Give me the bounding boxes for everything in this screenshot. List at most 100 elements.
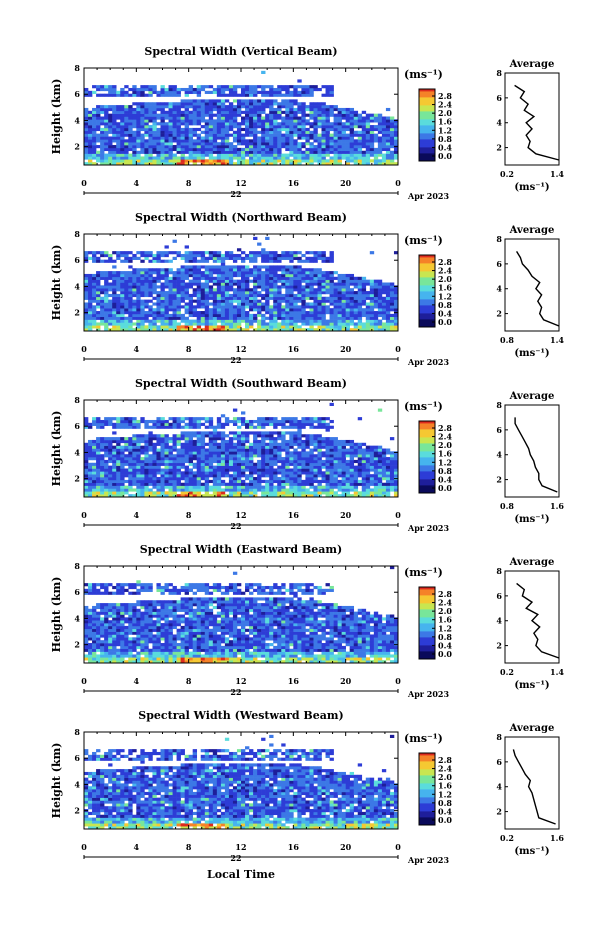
heatmap-cell xyxy=(132,477,137,481)
heatmap-cell xyxy=(208,468,214,472)
heatmap-cell xyxy=(124,488,129,492)
heatmap-cell xyxy=(160,282,165,286)
heatmap-cell xyxy=(208,328,214,332)
heatmap-cell xyxy=(305,113,310,117)
heatmap-cell xyxy=(188,105,193,109)
heatmap-cell xyxy=(208,494,214,498)
heatmap-cell xyxy=(104,136,109,140)
heatmap-cell xyxy=(273,462,278,466)
heatmap-cell xyxy=(369,459,375,464)
heatmap-cell xyxy=(393,316,399,320)
heatmap-cell xyxy=(301,122,306,126)
heatmap-cell xyxy=(200,485,206,489)
heatmap-cell xyxy=(208,147,214,152)
heatmap-cell xyxy=(100,162,105,166)
heatmap-cell xyxy=(196,93,202,97)
heatmap-cell xyxy=(393,133,399,137)
heatmap-cell xyxy=(212,325,218,329)
heatmap-cell xyxy=(224,488,230,492)
heatmap-cell xyxy=(321,276,326,280)
heatmap-cell xyxy=(156,451,161,455)
heatmap-cell xyxy=(228,316,234,320)
heatmap-cell xyxy=(297,299,302,303)
heatmap-cell xyxy=(128,319,133,323)
heatmap-cell xyxy=(373,299,379,303)
heatmap-cell xyxy=(188,485,193,489)
heatmap-cell xyxy=(341,156,346,160)
heatmap-cell xyxy=(188,471,193,475)
heatmap-cell xyxy=(249,133,254,137)
heatmap-cell xyxy=(120,105,125,109)
heatmap-cell xyxy=(325,474,330,478)
heatmap-cell xyxy=(128,451,133,455)
heatmap-cell xyxy=(204,256,210,260)
heatmap-cell xyxy=(345,313,350,318)
heatmap-cell xyxy=(112,488,117,492)
heatmap-cell xyxy=(389,150,395,154)
heatmap-cell xyxy=(389,316,395,320)
heatmap-cell xyxy=(281,85,286,89)
heatmap-cell xyxy=(289,159,294,163)
heatmap-cell xyxy=(373,479,379,484)
heatmap-cell xyxy=(176,162,181,166)
heatmap-cell xyxy=(313,299,318,303)
heatmap-cell xyxy=(373,485,379,489)
heatmap-cell xyxy=(108,319,113,323)
heatmap-cell xyxy=(148,468,153,472)
heatmap-cell xyxy=(341,468,346,472)
heatmap-cell xyxy=(96,119,101,123)
heatmap-cell xyxy=(273,113,278,117)
heatmap-cell xyxy=(345,156,350,160)
heatmap-cell xyxy=(345,459,350,464)
heatmap-cell xyxy=(216,288,222,292)
heatmap-cell xyxy=(228,150,234,154)
heatmap-cell xyxy=(273,265,278,269)
heatmap-cell xyxy=(377,159,383,163)
heatmap-cell xyxy=(317,451,322,455)
heatmap-cell xyxy=(377,139,383,143)
heatmap-cell xyxy=(224,279,230,283)
heatmap-cell xyxy=(144,253,149,258)
heatmap-cell xyxy=(116,474,121,478)
heatmap-cell xyxy=(389,122,395,126)
heatmap-cell xyxy=(369,491,375,495)
heatmap-cell xyxy=(108,474,113,478)
heatmap-cell xyxy=(208,142,214,146)
heatmap-cell xyxy=(232,482,238,486)
heatmap-cell xyxy=(349,316,355,320)
heatmap-cell xyxy=(204,271,210,275)
heatmap-cell xyxy=(164,471,169,475)
heatmap-cell xyxy=(313,322,318,326)
heatmap-cell xyxy=(212,136,218,140)
heatmap-cell xyxy=(92,474,97,478)
heatmap-cell xyxy=(257,451,262,455)
heatmap-cell xyxy=(301,125,306,129)
heatmap-cell xyxy=(96,465,101,469)
heatmap-cell xyxy=(241,485,246,489)
heatmap-cell xyxy=(172,305,177,309)
heatmap-cell xyxy=(176,102,181,106)
heatmap-cell xyxy=(301,302,306,306)
heatmap-cell xyxy=(341,465,346,469)
heatmap-cell xyxy=(124,491,129,495)
heatmap-cell xyxy=(329,322,334,326)
heatmap-cell xyxy=(196,465,202,469)
heatmap-cell xyxy=(281,296,286,300)
heatmap-cell xyxy=(313,87,318,92)
heatmap-cell xyxy=(249,485,254,489)
heatmap-cell xyxy=(393,308,399,312)
heatmap-cell xyxy=(152,316,157,320)
heatmap-cell xyxy=(180,122,185,126)
heatmap-cell xyxy=(192,156,198,160)
heatmap-cell xyxy=(108,479,113,484)
heatmap-cell xyxy=(108,125,113,129)
heatmap-cell xyxy=(188,153,193,157)
heatmap-cell xyxy=(164,113,169,117)
heatmap-cell xyxy=(148,477,153,481)
heatmap-cell xyxy=(353,150,359,154)
heatmap-cell xyxy=(84,325,89,329)
heatmap-cell xyxy=(241,288,246,292)
heatmap-cell xyxy=(124,145,129,149)
heatmap-cell xyxy=(116,491,121,495)
heatmap-cell xyxy=(369,325,375,329)
